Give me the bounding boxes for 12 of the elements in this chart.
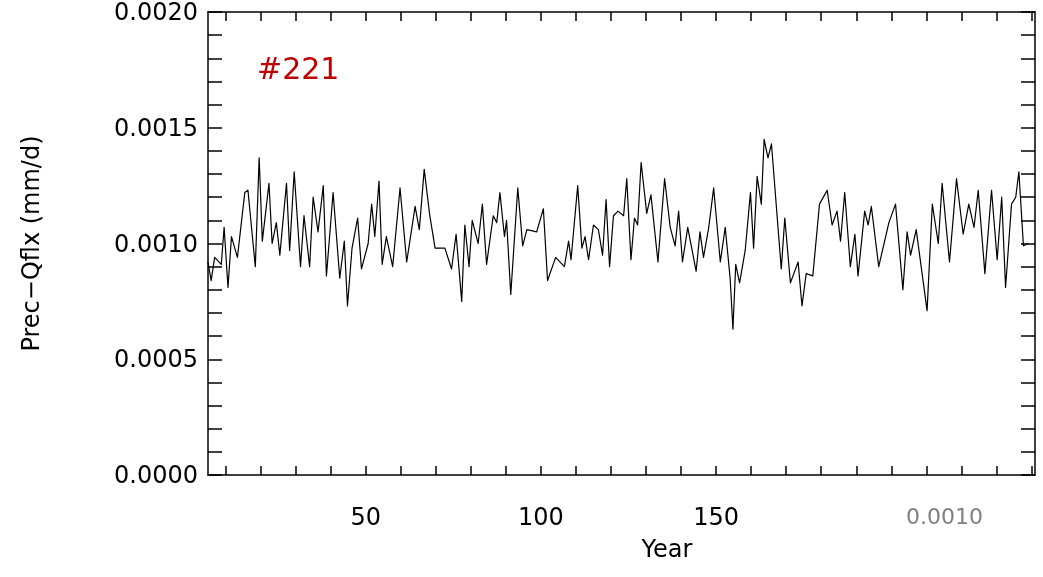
y-tick-label: 0.0015 [114,113,198,142]
y-tick-label: 0.0010 [114,229,198,258]
x-tick-label: 150 [693,503,740,531]
x-tick-label: 100 [518,503,564,531]
y-axis-title: Prec−Qflx (mm/d) [17,135,45,352]
x-tick-label: 50 [350,503,381,531]
x-axis-title: Year [640,535,693,563]
y-tick-label: 0.0005 [114,345,198,374]
y-tick-label: 0.0000 [114,461,198,489]
y-tick-label: 0.0020 [114,0,198,26]
text: 0.0010 [906,503,984,529]
text: #221 [257,50,340,86]
